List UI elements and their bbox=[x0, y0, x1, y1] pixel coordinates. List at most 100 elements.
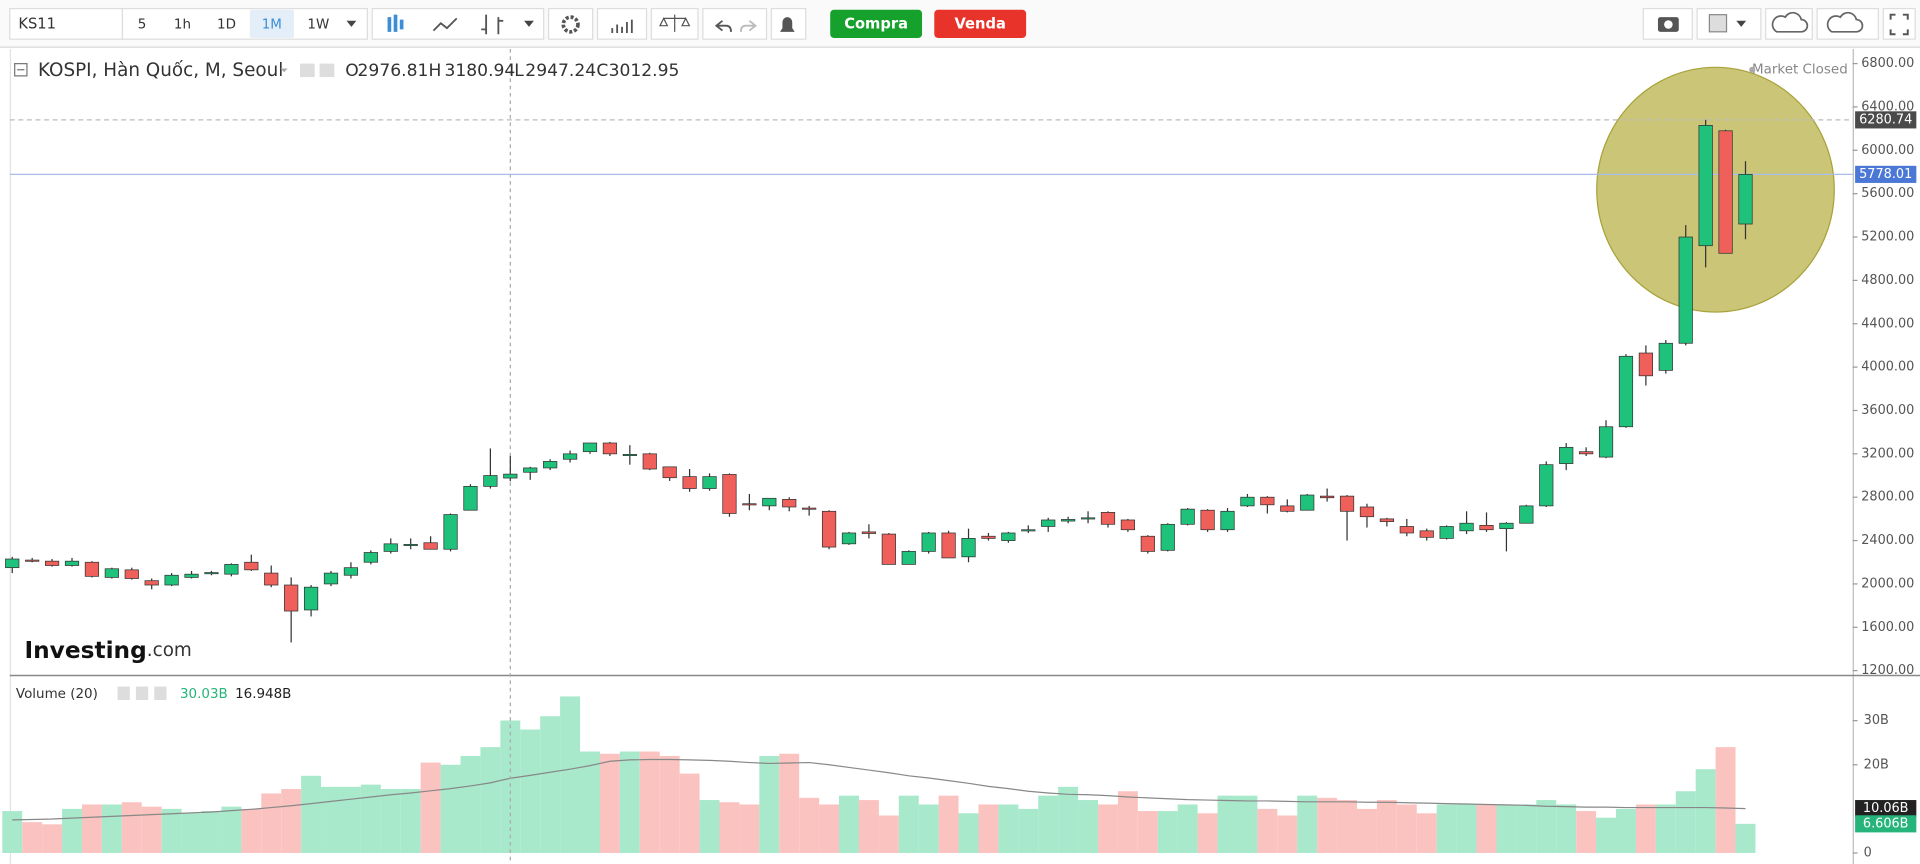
volume-bar bbox=[1556, 804, 1577, 853]
volume-bar bbox=[420, 762, 441, 853]
candle-body bbox=[483, 475, 498, 487]
undo-icon bbox=[714, 20, 732, 32]
interval-group bbox=[121, 7, 368, 40]
interval-button[interactable]: 5 bbox=[138, 17, 147, 32]
settings-icon[interactable] bbox=[319, 63, 335, 78]
interval-button[interactable]: 1D bbox=[217, 17, 236, 32]
dropdown-icon[interactable] bbox=[346, 20, 357, 27]
candle-body bbox=[602, 442, 618, 455]
candle-body bbox=[1658, 342, 1673, 371]
candle-body bbox=[961, 538, 976, 558]
y-tick-label: 3200.00 bbox=[1861, 446, 1914, 461]
volume-bar bbox=[1237, 795, 1258, 853]
volume-bar bbox=[221, 806, 242, 853]
candle-body bbox=[443, 514, 458, 550]
volume-bar bbox=[580, 751, 600, 853]
volume-bar bbox=[1715, 747, 1736, 853]
candle-body bbox=[1160, 523, 1175, 551]
symbol-box[interactable] bbox=[9, 7, 124, 40]
volume-bar bbox=[1655, 804, 1676, 853]
interval-button[interactable]: 1h bbox=[174, 17, 191, 32]
chart-type[interactable] bbox=[371, 7, 545, 40]
volume-bar bbox=[181, 813, 202, 853]
candle-body bbox=[284, 584, 299, 612]
volume-bar bbox=[321, 786, 341, 853]
volume-bar bbox=[1137, 811, 1158, 853]
eye-icon[interactable] bbox=[300, 63, 315, 78]
volume-tick-label: 20B bbox=[1864, 757, 1889, 772]
buy-label: Compra bbox=[844, 15, 908, 32]
volume-bar bbox=[1257, 808, 1278, 853]
candle-body bbox=[1140, 535, 1155, 552]
settings-button[interactable] bbox=[547, 7, 594, 40]
volume-bar bbox=[1117, 791, 1138, 853]
buy-button[interactable] bbox=[830, 9, 923, 38]
volume-bar bbox=[1416, 813, 1437, 853]
y-tick-label: 6400.00 bbox=[1861, 99, 1914, 114]
volume-legend-value: 30.03B bbox=[180, 687, 228, 702]
volume-bar bbox=[400, 789, 421, 853]
interval-button[interactable]: 1W bbox=[307, 17, 329, 32]
volume-bar bbox=[1616, 808, 1636, 853]
volume-bar bbox=[819, 804, 840, 853]
volume-bar bbox=[121, 802, 142, 853]
market-status: Market Closed bbox=[1752, 63, 1848, 78]
indicators-button[interactable] bbox=[596, 7, 648, 40]
y-tick-label: 2800.00 bbox=[1861, 490, 1914, 505]
candle-body bbox=[463, 486, 478, 511]
close-icon[interactable] bbox=[154, 686, 167, 701]
volume-bar bbox=[1177, 804, 1198, 853]
candle-body bbox=[124, 569, 139, 579]
cloud-up-icon bbox=[1826, 11, 1864, 33]
volume-bar bbox=[679, 773, 700, 853]
volume-bar bbox=[261, 793, 282, 853]
candle-body bbox=[303, 586, 319, 611]
candle-body bbox=[343, 567, 359, 576]
collapse-icon[interactable] bbox=[14, 63, 28, 77]
volume-bar bbox=[380, 789, 401, 853]
sell-button[interactable] bbox=[934, 9, 1027, 38]
candle-body bbox=[782, 499, 797, 508]
candle-body bbox=[543, 461, 558, 469]
volume-title: Volume (20) bbox=[16, 687, 98, 702]
volume-tick-label: 30B bbox=[1864, 713, 1889, 728]
interval-button[interactable]: 1M bbox=[262, 17, 282, 32]
eye-icon[interactable] bbox=[117, 686, 130, 701]
settings-icon[interactable] bbox=[135, 686, 149, 701]
candle-body bbox=[1698, 125, 1713, 247]
camera-lens bbox=[1664, 20, 1673, 29]
volume-bar bbox=[1496, 804, 1517, 853]
volume-bar bbox=[1297, 795, 1318, 853]
volume-tick-label: 0 bbox=[1864, 845, 1872, 860]
title-dropdown[interactable] bbox=[280, 68, 288, 73]
candle-body bbox=[84, 561, 100, 577]
candles-icon bbox=[387, 14, 404, 32]
bars-icon bbox=[481, 14, 504, 35]
candle-body bbox=[981, 535, 996, 539]
candle-body bbox=[44, 560, 60, 566]
price-tag bbox=[1855, 165, 1917, 183]
candle-body bbox=[1200, 509, 1215, 531]
alert-button[interactable] bbox=[770, 7, 807, 40]
candle-body bbox=[1260, 496, 1275, 506]
candle-body bbox=[1479, 525, 1494, 531]
y-tick-label: 3600.00 bbox=[1861, 403, 1914, 418]
candle-body bbox=[1359, 506, 1375, 518]
volume-bar bbox=[699, 800, 720, 853]
candle-body bbox=[164, 574, 179, 586]
candle-body bbox=[403, 543, 418, 546]
y-tick-label: 2400.00 bbox=[1861, 533, 1914, 548]
layout-button[interactable] bbox=[1696, 7, 1762, 40]
undo-redo[interactable] bbox=[702, 7, 768, 40]
y-tick-label: 4000.00 bbox=[1861, 360, 1914, 375]
volume-bar bbox=[340, 786, 361, 853]
volume-bar bbox=[1675, 791, 1696, 853]
fullscreen-button[interactable] bbox=[1882, 7, 1916, 40]
candle-body bbox=[363, 552, 378, 563]
volume-bar bbox=[1516, 804, 1537, 853]
volume-bar bbox=[779, 753, 800, 853]
volume-bar bbox=[898, 795, 919, 853]
bell-icon bbox=[780, 17, 795, 32]
volume-bar bbox=[1576, 811, 1597, 853]
